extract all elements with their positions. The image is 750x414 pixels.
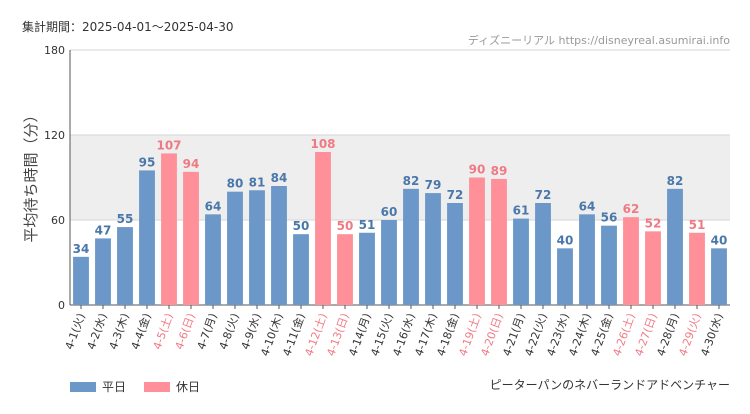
bar (491, 178, 507, 305)
bar (469, 177, 485, 305)
x-tick-label: 4-3(木) (107, 312, 132, 352)
legend-item-holiday: 休日 (144, 378, 200, 395)
x-tick-label: 4-1(火) (63, 312, 88, 352)
x-tick-label: 4-7(月) (195, 312, 220, 352)
data-label: 61 (513, 204, 530, 218)
bar (359, 232, 375, 305)
y-tick-label: 60 (51, 214, 65, 227)
data-label: 81 (249, 175, 266, 189)
data-label: 80 (227, 177, 244, 191)
data-label: 95 (139, 155, 156, 169)
bar (271, 186, 287, 305)
attraction-label: ピーターパンのネバーランドアドベンチャー (490, 378, 730, 392)
bar (161, 153, 177, 305)
bar (601, 225, 617, 305)
legend-swatch-weekday (70, 381, 96, 392)
data-label: 90 (469, 163, 486, 177)
data-label: 62 (623, 202, 640, 216)
y-tick-label: 180 (44, 44, 65, 57)
data-label: 34 (73, 242, 90, 256)
bar (227, 191, 243, 305)
bar (535, 203, 551, 305)
y-axis-label: 平均待ち時間（分） (22, 107, 40, 242)
data-label: 94 (183, 157, 200, 171)
data-label: 52 (645, 216, 662, 230)
bar (95, 238, 111, 305)
bar (557, 248, 573, 305)
y-tick-label: 0 (58, 299, 65, 312)
legend-swatch-holiday (144, 381, 171, 392)
bar (139, 170, 155, 305)
plot-area: 0 60 120 180 34 4-1(火) 47 4-2(水) 55 4-3(木) 95 4-4(金… (44, 44, 730, 358)
bar (623, 217, 639, 305)
bar (205, 214, 221, 305)
data-label: 40 (711, 233, 728, 247)
legend-label-weekday: 平日 (102, 380, 127, 394)
bar (293, 234, 309, 305)
bar (689, 232, 705, 305)
data-label: 47 (95, 223, 112, 237)
data-label: 51 (359, 218, 376, 232)
data-label: 72 (447, 188, 464, 202)
x-tick-label: 4-4(金) (128, 311, 154, 351)
data-label: 56 (601, 211, 618, 225)
bar (73, 256, 89, 305)
data-label: 51 (689, 218, 706, 232)
bar (315, 152, 331, 305)
x-tick-label: 4-8(火) (217, 312, 242, 352)
y-tick-label: 120 (44, 129, 65, 142)
data-label: 50 (337, 219, 354, 233)
bar (513, 218, 529, 305)
legend: 平日 休日 (70, 378, 200, 395)
bar (667, 188, 683, 305)
bar (117, 227, 133, 305)
bar (183, 171, 199, 305)
data-label: 89 (491, 164, 508, 178)
data-label: 79 (425, 178, 442, 192)
bar (579, 214, 595, 305)
data-label: 40 (557, 233, 574, 247)
x-tick-label: 4-5(土) (151, 312, 176, 352)
data-label: 50 (293, 219, 310, 233)
legend-label-holiday: 休日 (176, 380, 201, 394)
period-label: 集計期間：2025-04-01～2025-04-30 (22, 19, 233, 34)
bar (447, 203, 463, 305)
data-label: 82 (403, 174, 420, 188)
data-label: 60 (381, 205, 398, 219)
shaded-band (70, 135, 730, 220)
bar (381, 220, 397, 305)
data-label: 64 (579, 199, 596, 213)
x-tick-label: 4-9(水) (239, 312, 264, 352)
legend-item-weekday: 平日 (70, 378, 126, 395)
bar (425, 193, 441, 305)
data-label: 55 (117, 212, 134, 226)
data-label: 82 (667, 174, 684, 188)
data-label: 84 (271, 171, 288, 185)
x-tick-label: 4-2(水) (85, 312, 110, 352)
data-label: 108 (310, 137, 335, 151)
data-label: 107 (156, 138, 181, 152)
data-label: 64 (205, 199, 222, 213)
x-tick-label: 4-6(日) (173, 312, 198, 352)
bar (249, 190, 265, 305)
bar (403, 188, 419, 305)
bar (711, 248, 727, 305)
bar (645, 231, 661, 305)
source-label: ディズニーリアル https://disneyreal.asumirai.inf… (468, 33, 730, 47)
data-label: 72 (535, 188, 552, 202)
bar (337, 234, 353, 305)
